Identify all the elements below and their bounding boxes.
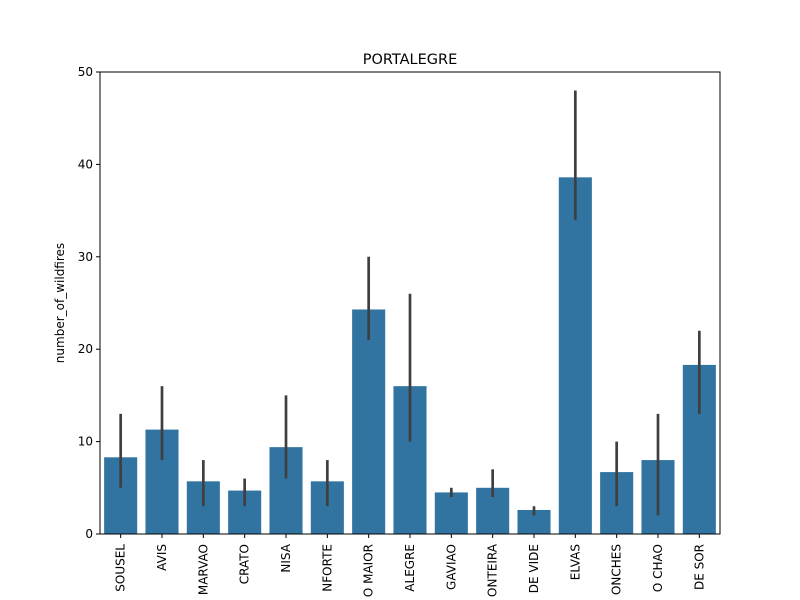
x-tick-label: MARVAO (196, 544, 210, 595)
x-tick-label: DE SOR (692, 544, 706, 590)
y-tick-label: 0 (85, 527, 93, 541)
y-axis: 0 10 20 30 40 50 (78, 65, 100, 541)
y-tick-label: 20 (78, 342, 93, 356)
chart-title: PORTALEGRE (363, 52, 458, 68)
x-tick-label: DE VIDE (527, 544, 541, 593)
x-tick-label: GAVIAO (444, 544, 458, 590)
x-tick-label: SOUSEL (114, 544, 128, 592)
y-axis-title: number_of_wildfires (53, 243, 67, 363)
y-tick-label: 40 (78, 157, 93, 171)
x-tick-label: ONCHES (610, 544, 624, 595)
bar (434, 492, 468, 534)
x-tick-label: NISA (279, 543, 293, 572)
x-tick-label: CRATO (238, 544, 252, 584)
x-tick-label: ELVAS (568, 544, 582, 580)
x-tick-label: NFORTE (320, 544, 334, 592)
x-axis: SOUSEL AVIS MARVAO CRATO NISA NFORTE O MAIOR AL… (114, 534, 706, 597)
x-tick-label: O MAIOR (362, 544, 376, 597)
error-bars-layer (119, 90, 701, 516)
y-tick-label: 50 (78, 65, 93, 79)
y-tick-label: 30 (78, 250, 93, 264)
x-tick-label: AVIS (155, 544, 169, 571)
bars-layer (104, 177, 716, 534)
bar (352, 309, 386, 534)
x-tick-label: ONTEIRA (486, 543, 500, 597)
y-tick-label: 10 (78, 435, 93, 449)
x-tick-label: O CHAO (651, 544, 665, 592)
bar (558, 177, 592, 534)
x-tick-label: ALEGRE (403, 544, 417, 592)
